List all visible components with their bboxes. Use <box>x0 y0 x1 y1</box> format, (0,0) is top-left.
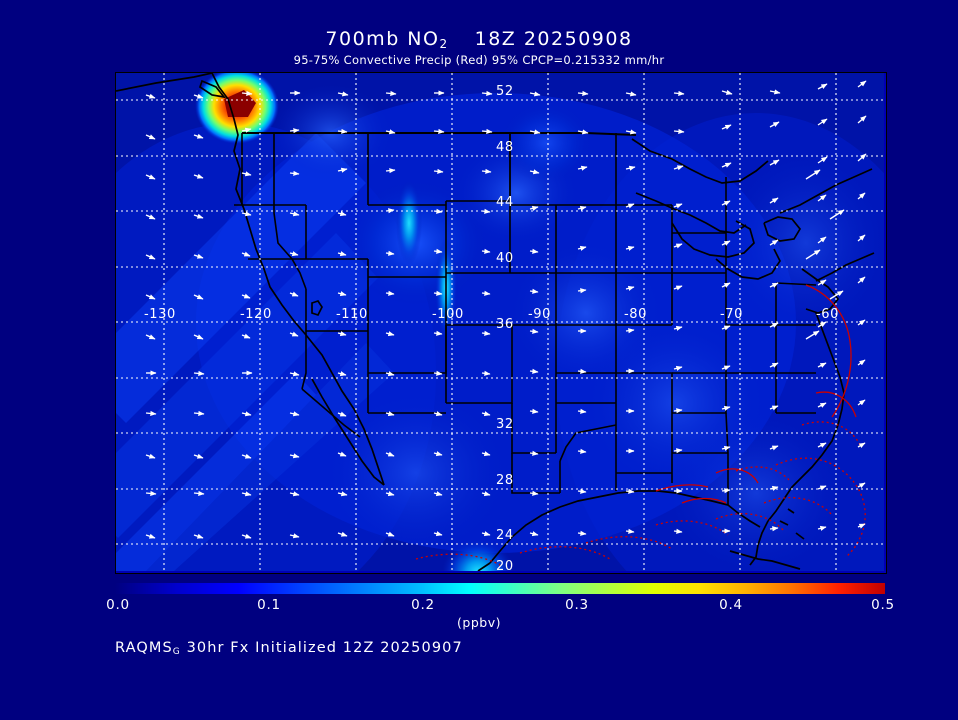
lon-label: -100 <box>432 307 464 322</box>
lon-label: -60 <box>816 307 839 322</box>
lon-label: -90 <box>528 307 551 322</box>
latitude-labels: 52 48 44 40 36 32 28 24 20 <box>496 84 514 571</box>
convective-precip-contours-dotted <box>415 421 866 566</box>
map-panel[interactable]: 52 48 44 40 36 32 28 24 20 -130 -120 -11… <box>115 72 887 574</box>
lon-label: -120 <box>240 307 272 322</box>
species-subscript: 2 <box>439 37 449 51</box>
colorbar-unit-label: (ppbv) <box>457 615 501 630</box>
colorbar-tick: 0.0 <box>106 597 130 613</box>
colorbar-tick: 0.5 <box>871 597 895 613</box>
lat-label: 24 <box>496 528 514 543</box>
state-border-layer <box>234 133 817 505</box>
wyoming-plume <box>396 181 422 265</box>
title-valid-time: 18Z 20250908 <box>474 28 633 50</box>
colorbar-tick: 0.2 <box>411 597 435 613</box>
lat-label: 32 <box>496 417 514 432</box>
lat-label: 28 <box>496 473 514 488</box>
coastline-layer <box>116 73 875 571</box>
model-subscript: G <box>172 647 181 657</box>
colorbar-tick-labels: 0.0 0.1 0.2 0.3 0.4 0.5 <box>0 597 958 617</box>
title-level-species: 700mb NO2 <box>325 28 449 51</box>
lat-label: 44 <box>496 195 514 210</box>
plot-title: 700mb NO2 18Z 20250908 <box>0 28 958 51</box>
lon-label: -80 <box>624 307 647 322</box>
colorbar-tick: 0.4 <box>719 597 743 613</box>
colorbar-tick: 0.3 <box>565 597 589 613</box>
longitude-labels: -130 -120 -110 -100 -90 -80 -70 -60 <box>144 307 839 322</box>
wind-vector-layer <box>145 80 867 539</box>
lat-label: 20 <box>496 559 514 571</box>
lon-label: -70 <box>720 307 743 322</box>
model-name: RAQMS <box>115 640 173 656</box>
colorbar-tick: 0.1 <box>257 597 281 613</box>
convective-precip-contours <box>655 284 857 504</box>
lon-label: -110 <box>336 307 368 322</box>
lat-label: 40 <box>496 251 514 266</box>
model-run-caption: RAQMSG 30hr Fx Initialized 12Z 20250907 <box>115 640 463 657</box>
lon-label: -130 <box>144 307 176 322</box>
map-svg: 52 48 44 40 36 32 28 24 20 -130 -120 -11… <box>116 73 884 571</box>
model-run-info: 30hr Fx Initialized 12Z 20250907 <box>180 640 463 656</box>
lat-label: 48 <box>496 140 514 155</box>
graticule-layer <box>116 73 884 571</box>
plot-subtitle: 95-75% Convective Precip (Red) 95% CPCP=… <box>293 53 665 67</box>
lat-label: 52 <box>496 84 514 99</box>
colorbar[interactable] <box>115 583 885 594</box>
lat-label: 36 <box>496 317 514 332</box>
